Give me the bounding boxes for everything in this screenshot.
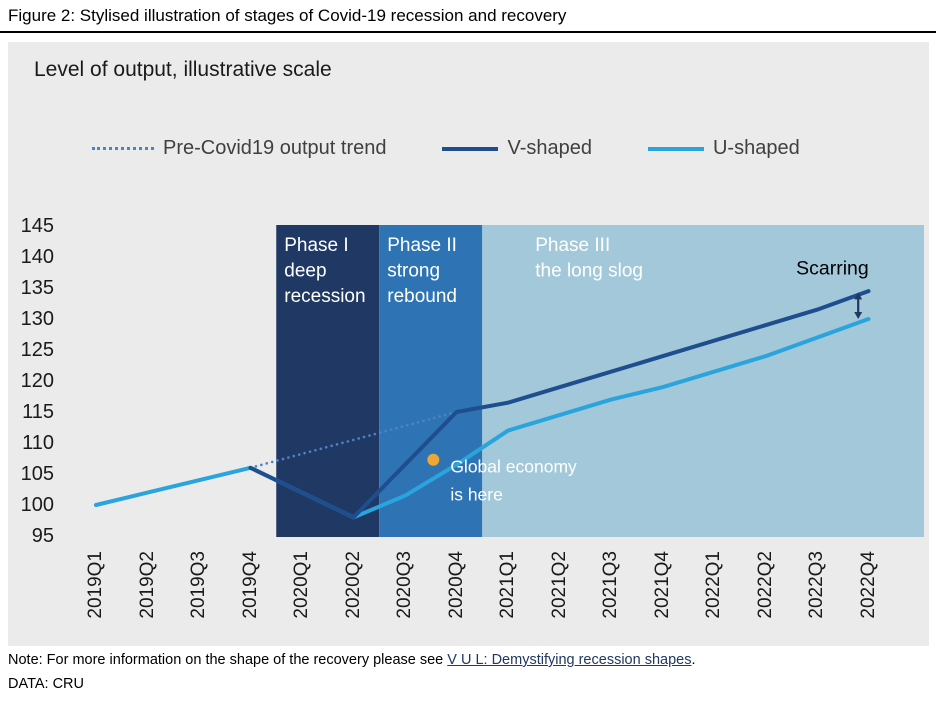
data-source: DATA: CRU	[8, 676, 84, 692]
x-tick-label: 2019Q1	[85, 551, 106, 619]
phase-band	[379, 225, 483, 537]
footnote: Note: For more information on the shape …	[8, 652, 695, 668]
legend: Pre-Covid19 output trend V-shaped U-shap…	[92, 137, 800, 160]
legend-label-v-shaped: V-shaped	[507, 137, 592, 159]
y-tick-label: 110	[22, 432, 54, 454]
scarring-label: Scarring	[796, 257, 869, 279]
phase-band-label: strong	[387, 261, 440, 282]
phase-band-label: Phase I	[284, 235, 348, 256]
x-tick-label: 2020Q1	[291, 551, 312, 619]
phase-band	[276, 225, 380, 537]
x-tick-label: 2022Q4	[857, 551, 879, 619]
v-shaped-line-sample	[442, 146, 499, 151]
phase-band-label: recession	[284, 286, 365, 307]
x-tick-label: 2019Q3	[188, 551, 209, 619]
title-bar: Figure 2: Stylised illustration of stage…	[0, 0, 936, 33]
chart-subtitle: Level of output, illustrative scale	[34, 58, 332, 81]
legend-label-trend: Pre-Covid19 output trend	[163, 137, 387, 159]
chart-panel: Level of output, illustrative scale Pre-…	[8, 42, 929, 646]
phase-band-label: Phase III	[535, 235, 610, 256]
x-tick-label: 2021Q1	[497, 551, 518, 619]
line-chart: Phase I deep recession Phase II strong reboun…	[94, 225, 924, 537]
y-tick-label: 105	[20, 463, 54, 485]
y-tick-label: 120	[20, 370, 54, 392]
x-tick-label: 2020Q4	[445, 551, 467, 619]
y-tick-label: 140	[20, 246, 54, 268]
legend-item-v-shaped: V-shaped	[442, 137, 592, 160]
legend-label-u-shaped: U-shaped	[712, 137, 800, 159]
x-tick-label: 2021Q2	[548, 551, 570, 619]
chart-area: 95 100 105 110 115 120 125 130 135 140 145 Phase I…	[8, 215, 929, 646]
u-shaped-line-sample	[647, 146, 704, 151]
y-tick-label: 100	[20, 494, 54, 516]
x-tick-label: 2022Q3	[806, 551, 827, 619]
trend-line-sample	[92, 147, 154, 150]
phase-band-label: the long slog	[535, 261, 643, 282]
phase-band-label: Phase II	[387, 235, 457, 256]
u-shaped-line	[94, 317, 871, 520]
x-tick-label: 2020Q3	[394, 551, 415, 619]
x-tick-label: 2021Q3	[600, 551, 621, 619]
global-economy-label: Global economy	[450, 457, 577, 477]
y-tick-label: 130	[20, 308, 54, 330]
y-tick-label: 145	[20, 215, 54, 237]
x-tick-label: 2021Q4	[651, 551, 673, 619]
x-tick-label: 2019Q2	[136, 551, 158, 619]
figure-title: Figure 2: Stylised illustration of stage…	[8, 6, 567, 25]
y-tick-label: 135	[20, 277, 54, 299]
footnote-text: Note: For more information on the shape …	[8, 652, 448, 668]
phase-band	[482, 225, 924, 537]
global-economy-marker	[427, 453, 440, 466]
legend-item-trend: Pre-Covid19 output trend	[92, 137, 386, 160]
x-tick-label: 2020Q2	[342, 551, 364, 619]
phase-band-label: deep	[284, 261, 326, 282]
legend-item-u-shaped: U-shaped	[647, 137, 800, 160]
x-tick-label: 2022Q2	[754, 551, 776, 619]
y-tick-label: 115	[22, 401, 54, 423]
x-tick-label: 2022Q1	[703, 551, 724, 619]
v-shaped-line	[248, 289, 871, 520]
scarring-arrowhead-up	[854, 292, 863, 300]
footnote-link[interactable]: V U L: Demystifying recession shapes	[447, 652, 692, 668]
x-tick-label: 2019Q4	[239, 551, 261, 619]
phase-band-label: rebound	[387, 286, 457, 307]
scarring-arrowhead-down	[854, 312, 863, 319]
trend-line	[249, 410, 458, 470]
y-tick-label: 95	[31, 525, 54, 547]
footnote-period: .	[691, 652, 696, 668]
global-economy-label: is here	[450, 485, 503, 505]
y-tick-label: 125	[20, 339, 54, 361]
